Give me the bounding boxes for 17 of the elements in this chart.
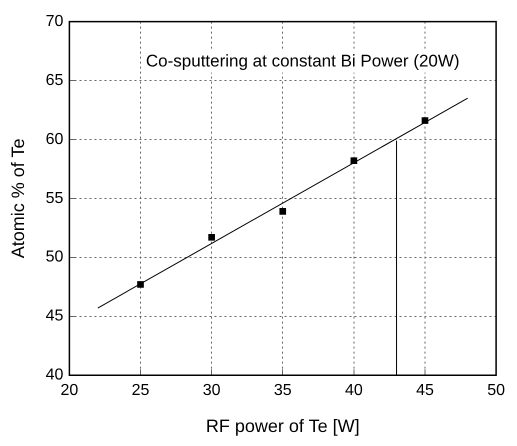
- y-tick-label: 60: [46, 130, 64, 148]
- y-tick-label: 50: [46, 248, 64, 266]
- x-axis-title: RF power of Te [W]: [206, 416, 360, 436]
- x-tick-label: 40: [344, 382, 363, 400]
- y-axis-title: Atomic % of Te: [8, 138, 28, 258]
- y-tick-label: 45: [46, 308, 64, 325]
- x-tick-label: 45: [416, 382, 434, 400]
- y-tick-label: 40: [46, 366, 64, 384]
- x-tick-label: 35: [274, 382, 292, 400]
- x-tick-label: 25: [132, 382, 150, 400]
- y-tick-label: 55: [46, 190, 64, 207]
- x-tick-label: 50: [487, 382, 506, 400]
- annotation: Co-sputtering at constant Bi Power (20W): [146, 51, 460, 70]
- y-tick-label: 65: [46, 72, 64, 89]
- y-tick-label: 70: [46, 13, 64, 30]
- x-tick-label: 30: [202, 382, 221, 400]
- x-tick-label: 20: [60, 382, 78, 400]
